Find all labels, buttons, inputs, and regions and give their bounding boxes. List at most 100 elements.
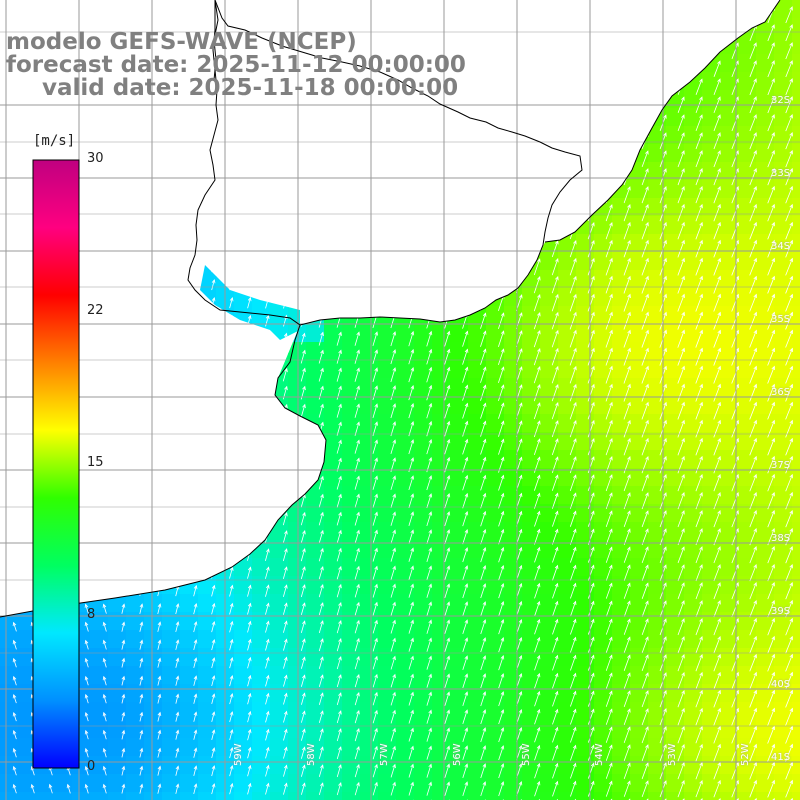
wind-cell: [144, 702, 163, 721]
wind-cell: [612, 234, 631, 253]
wind-cell: [144, 792, 163, 800]
lon-label-57w: 57W: [379, 743, 390, 766]
wind-cell: [378, 630, 397, 649]
wind-cell: [702, 342, 721, 361]
wind-cell: [270, 648, 289, 667]
wind-cell: [144, 630, 163, 649]
wind-cell: [702, 576, 721, 595]
wind-cell: [792, 18, 800, 37]
wind-cell: [126, 594, 145, 613]
wind-cell: [648, 162, 667, 181]
wind-cell: [504, 342, 523, 361]
wind-cell: [342, 540, 361, 559]
wind-arrow: [767, 60, 775, 78]
wind-cell: [234, 702, 253, 721]
wind-cell: [450, 774, 469, 793]
wind-cell: [414, 450, 433, 469]
wind-cell: [252, 666, 271, 685]
wind-cell: [126, 648, 145, 667]
wind-cell: [414, 774, 433, 793]
wind-cell: [540, 324, 559, 343]
wind-cell: [108, 756, 127, 775]
wind-cell: [252, 774, 271, 793]
wind-cell: [666, 522, 685, 541]
wind-cell: [486, 774, 505, 793]
wind-cell: [504, 666, 523, 685]
wind-cell: [342, 504, 361, 523]
wind-cell: [702, 108, 721, 127]
wind-cell: [288, 558, 307, 577]
wind-cell: [450, 324, 469, 343]
wind-cell: [270, 612, 289, 631]
wind-cell: [774, 198, 793, 217]
wind-cell: [108, 648, 127, 667]
wind-cell: [720, 72, 739, 91]
wind-cell: [540, 504, 559, 523]
wind-cell: [756, 612, 775, 631]
wind-cell: [738, 540, 757, 559]
wind-cell: [378, 594, 397, 613]
wind-cell: [18, 774, 37, 793]
wind-cell: [414, 558, 433, 577]
wind-cell: [90, 612, 109, 631]
wind-cell: [720, 414, 739, 433]
wind-cell: [558, 774, 577, 793]
wind-cell: [774, 504, 793, 523]
wind-cell: [306, 486, 325, 505]
wind-cell: [522, 792, 541, 800]
wind-cell: [738, 108, 757, 127]
wind-cell: [792, 720, 800, 739]
wind-cell: [738, 306, 757, 325]
wind-cell: [342, 414, 361, 433]
wind-cell: [270, 738, 289, 757]
wind-cell: [774, 216, 793, 235]
wind-cell: [126, 630, 145, 649]
wind-cell: [648, 360, 667, 379]
wind-cell: [342, 666, 361, 685]
wind-cell: [306, 666, 325, 685]
wind-cell: [450, 468, 469, 487]
wind-cell: [522, 468, 541, 487]
wind-cell: [774, 288, 793, 307]
wind-cell: [720, 378, 739, 397]
wind-cell: [468, 504, 487, 523]
wind-cell: [594, 594, 613, 613]
wind-cell: [252, 756, 271, 775]
wind-cell: [432, 738, 451, 757]
wind-cell: [198, 630, 217, 649]
wind-cell: [612, 702, 631, 721]
wind-cell: [432, 396, 451, 415]
wind-cell: [270, 576, 289, 595]
wind-cell: [486, 756, 505, 775]
wind-cell: [666, 594, 685, 613]
wind-cell: [756, 378, 775, 397]
wind-cell: [306, 630, 325, 649]
wind-cell: [342, 630, 361, 649]
wind-cell: [540, 702, 559, 721]
wind-cell: [558, 450, 577, 469]
wind-cell: [702, 450, 721, 469]
wind-cell: [792, 432, 800, 451]
wind-cell: [756, 72, 775, 91]
wind-cell: [720, 234, 739, 253]
wind-cell: [594, 378, 613, 397]
wind-cell: [774, 324, 793, 343]
wind-cell: [18, 756, 37, 775]
wind-cell: [540, 612, 559, 631]
wind-cell: [774, 558, 793, 577]
wind-cell: [342, 738, 361, 757]
wind-cell: [324, 450, 343, 469]
wind-cell: [720, 630, 739, 649]
wind-cell: [162, 684, 181, 703]
lat-label-37s: 37S: [771, 460, 791, 471]
wind-cell: [558, 288, 577, 307]
wind-cell: [504, 396, 523, 415]
wind-cell: [504, 486, 523, 505]
wind-cell: [252, 630, 271, 649]
wind-cell: [594, 792, 613, 800]
wind-cell: [630, 720, 649, 739]
wind-cell: [594, 630, 613, 649]
wind-cell: [414, 522, 433, 541]
wind-cell: [468, 360, 487, 379]
wind-cell: [432, 432, 451, 451]
